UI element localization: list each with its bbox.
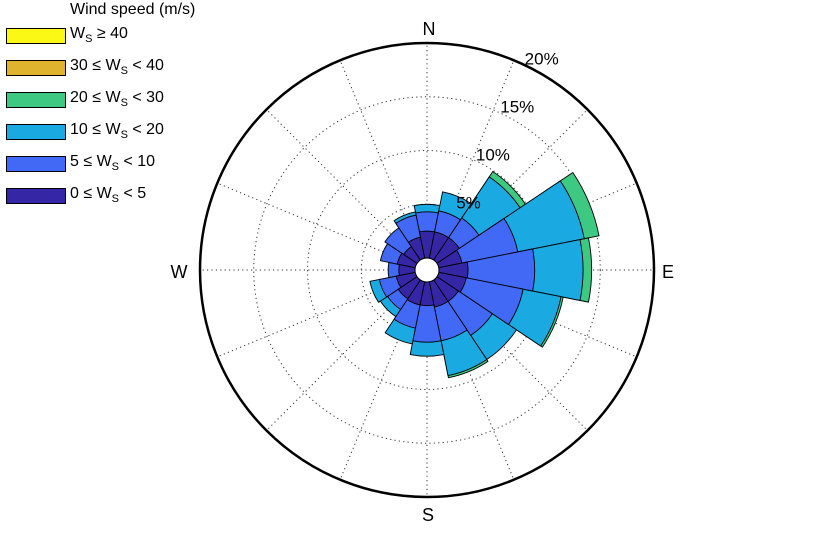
axis-labels: N E S W 5% 10% 15% 20%	[171, 19, 675, 525]
radial-tick-label: 5%	[456, 193, 481, 212]
compass-label-e: E	[662, 262, 674, 282]
wind-rose-bars	[369, 171, 600, 379]
compass-label-s: S	[422, 505, 434, 525]
legend-label: 0 ≤ WS < 5	[70, 185, 147, 206]
legend-label: 10 ≤ WS < 20	[70, 121, 164, 142]
radial-tick-label: 20%	[525, 50, 559, 69]
legend-swatch	[6, 92, 66, 108]
center-hole	[414, 257, 440, 283]
radial-tick-label: 15%	[500, 98, 534, 117]
legend-swatch	[6, 28, 66, 44]
legend-label: 5 ≤ WS < 10	[70, 153, 156, 174]
legend-item-ws-40-plus: WS ≥ 40	[4, 25, 234, 50]
compass-label-w: W	[171, 262, 188, 282]
legend-item-ws-5-10: 5 ≤ WS < 10	[4, 153, 234, 178]
legend-swatch	[6, 156, 66, 172]
legend-item-ws-30-40: 30 ≤ WS < 40	[4, 57, 234, 82]
legend-swatch	[6, 60, 66, 76]
legend-title: Wind speed (m/s)	[70, 1, 196, 18]
legend-item-ws-20-30: 20 ≤ WS < 30	[4, 89, 234, 114]
legend-label: 20 ≤ WS < 30	[70, 89, 164, 110]
grid-ring	[253, 96, 601, 444]
outer-ring	[198, 41, 656, 499]
radial-tick-label: 10%	[476, 145, 510, 164]
compass-label-n: N	[423, 19, 436, 39]
legend-label: WS ≥ 40	[70, 25, 128, 46]
legend-item-ws-10-20: 10 ≤ WS < 20	[4, 121, 234, 146]
legend-swatch	[6, 124, 66, 140]
legend-label: 30 ≤ WS < 40	[70, 57, 164, 78]
legend-swatch	[6, 188, 66, 204]
legend-item-ws-0-5: 0 ≤ WS < 5	[4, 185, 234, 210]
